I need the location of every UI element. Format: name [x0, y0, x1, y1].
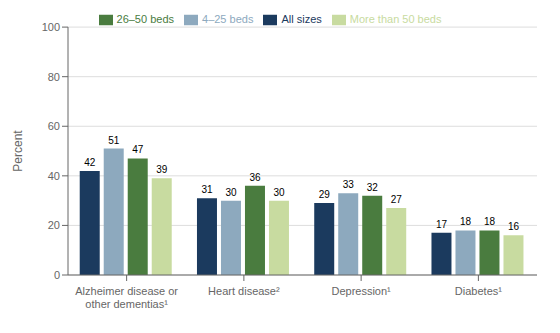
svg-text:32: 32 [367, 182, 379, 193]
svg-text:30: 30 [225, 187, 237, 198]
svg-text:Diabetes¹: Diabetes¹ [455, 285, 502, 297]
svg-text:36: 36 [249, 172, 261, 183]
svg-text:Percent: Percent [11, 130, 25, 172]
svg-text:30: 30 [273, 187, 285, 198]
svg-text:60: 60 [48, 120, 60, 132]
html-text:More than 50 beds: More than 50 beds [349, 13, 442, 25]
svg-text:39: 39 [156, 164, 168, 175]
svg-text:16: 16 [508, 221, 520, 232]
svg-text:18: 18 [460, 216, 472, 227]
html-text:All sizes: All sizes [281, 13, 322, 25]
svg-text:31: 31 [201, 184, 213, 195]
svg-text:Heart disease²: Heart disease² [208, 285, 280, 297]
svg-text:80: 80 [48, 71, 60, 83]
svg-text:Alzheimer disease orother deme: Alzheimer disease orother dementias¹ [75, 285, 178, 310]
svg-text:29: 29 [319, 189, 331, 200]
svg-text:40: 40 [48, 170, 60, 182]
svg-text:Depression¹: Depression¹ [331, 285, 391, 297]
svg-text:27: 27 [391, 194, 403, 205]
svg-text:0: 0 [54, 269, 60, 281]
svg-text:100: 100 [42, 21, 60, 33]
svg-text:20: 20 [48, 219, 60, 231]
svg-text:47: 47 [132, 144, 144, 155]
svg-text:33: 33 [343, 179, 355, 190]
svg-text:51: 51 [108, 135, 120, 146]
html-text:26–50 beds: 26–50 beds [116, 13, 174, 25]
svg-text:18: 18 [484, 216, 496, 227]
svg-text:42: 42 [84, 157, 96, 168]
svg-text:17: 17 [436, 219, 448, 230]
html-text:4–25 beds: 4–25 beds [202, 13, 254, 25]
